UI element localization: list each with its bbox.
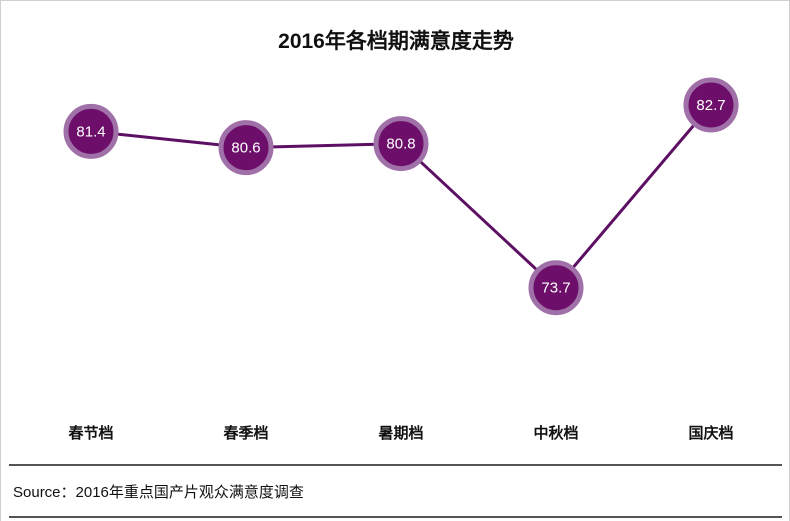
data-point: 82.7 (683, 77, 739, 133)
data-point: 80.8 (373, 116, 429, 172)
data-label: 80.8 (386, 136, 415, 153)
data-label: 81.4 (76, 123, 105, 140)
point-marker (63, 103, 119, 159)
x-tick-label: 春季档 (223, 424, 268, 442)
x-tick-label: 暑期档 (378, 424, 423, 442)
data-label: 80.6 (231, 140, 260, 157)
data-point: 80.6 (218, 120, 274, 176)
source-note: Source：2016年重点国产片观众满意度调查 (13, 484, 304, 501)
line-chart: 81.4 80.6 80.8 73.7 82.7 春节档 春季档 暑期档 中秋档 国庆档 (63, 77, 739, 442)
point-marker (373, 116, 429, 172)
data-label: 73.7 (541, 280, 570, 297)
point-marker (218, 120, 274, 176)
data-label: 82.7 (696, 97, 725, 114)
divider-bottom (9, 516, 782, 518)
x-tick-label: 国庆档 (688, 424, 733, 442)
data-point: 81.4 (63, 103, 119, 159)
x-tick-label: 春节档 (68, 424, 113, 442)
data-point: 73.7 (528, 260, 584, 316)
point-marker (683, 77, 739, 133)
x-tick-label: 中秋档 (533, 424, 578, 442)
divider-top (9, 464, 782, 466)
point-marker (528, 260, 584, 316)
chart-title: 2016年各档期满意度走势 (278, 30, 514, 53)
